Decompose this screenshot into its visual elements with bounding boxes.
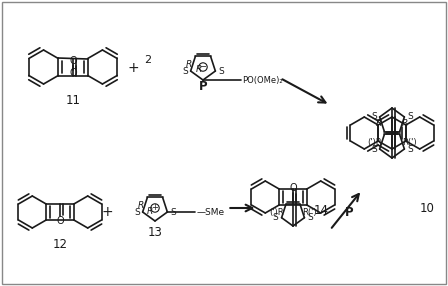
Text: S: S [218,67,224,76]
Text: −: − [199,63,207,72]
Text: 10: 10 [420,202,435,214]
Text: S: S [182,67,188,76]
Text: S: S [273,213,279,222]
Text: R: R [196,65,202,74]
Text: P: P [198,80,207,94]
Text: R('): R(') [402,138,416,148]
Text: O: O [69,69,77,78]
Text: R: R [376,118,382,128]
Text: PO(OMe)₂: PO(OMe)₂ [242,76,283,84]
Text: S: S [371,112,377,122]
Text: 14: 14 [314,204,328,217]
Text: S: S [407,112,413,122]
Text: S: S [371,144,377,154]
Text: O: O [69,55,77,65]
Text: R: R [402,118,408,128]
Text: R: R [186,60,192,69]
Text: +: + [101,205,113,219]
Text: O: O [56,216,64,226]
Text: (')R: (')R [269,208,284,217]
Text: 13: 13 [147,225,163,239]
Text: —SMe: —SMe [196,208,224,217]
Text: O: O [289,183,297,193]
Text: S: S [407,144,413,154]
Text: R: R [138,201,144,210]
Text: S: S [307,213,313,222]
Text: 2: 2 [144,55,151,65]
Text: +: + [127,61,139,75]
Text: R: R [147,207,153,216]
Text: 12: 12 [52,237,68,251]
Text: 11: 11 [65,94,81,108]
Text: (')R: (')R [368,138,382,148]
Text: S: S [170,208,176,217]
Text: P: P [345,206,353,219]
Text: R('): R(') [302,208,317,217]
Text: +: + [151,204,159,212]
Text: S: S [134,208,140,217]
